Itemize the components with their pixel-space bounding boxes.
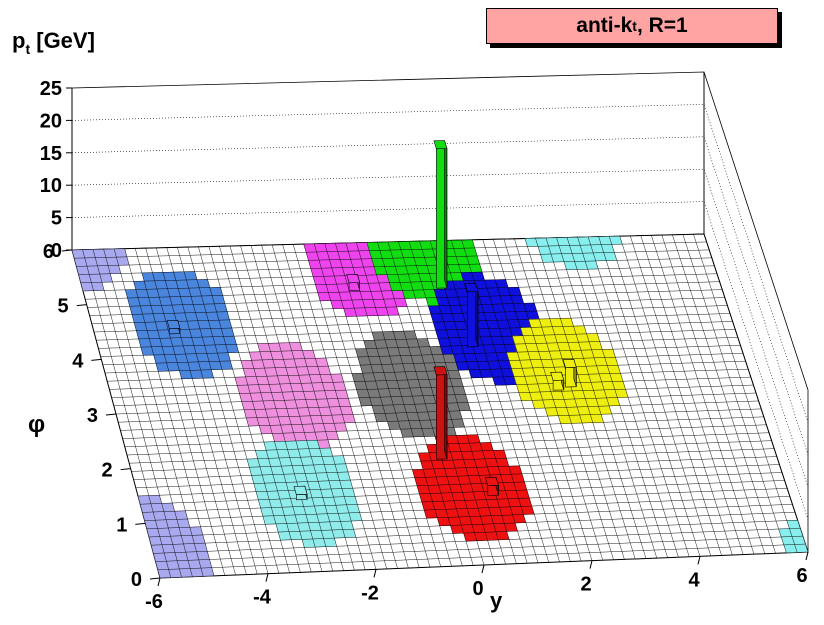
pt-tower (433, 140, 448, 289)
floor-gridline (89, 297, 725, 316)
x-axis-label: y (490, 588, 503, 613)
chart-title: anti-k t, R=1 (486, 8, 778, 44)
floor-gridline (74, 241, 707, 259)
floor-gridline (137, 472, 783, 497)
x-tick-label: 2 (580, 574, 591, 596)
pt-tower (550, 371, 565, 391)
floor-gridline (71, 233, 705, 251)
x-tick-label: 6 (796, 565, 807, 587)
y-tick-label: 6 (43, 241, 54, 263)
pt-tower (293, 485, 308, 501)
floor-gridline (80, 265, 715, 284)
floor-gridline (111, 376, 751, 398)
y-tick-label: 4 (72, 350, 84, 372)
floor-gridline (148, 512, 796, 538)
y-tick-label: 3 (87, 405, 98, 427)
axis-labels: pt [GeV] φ y (12, 28, 503, 613)
floor-gridline (98, 329, 736, 349)
pt-towers (166, 140, 577, 501)
floor-gridline (133, 456, 777, 480)
jet-area (137, 494, 215, 579)
floor-gridline (151, 519, 798, 546)
floor-gridline (144, 496, 790, 521)
floor-gridline (100, 337, 738, 357)
x-tick-label: 4 (688, 569, 700, 591)
floor-gridline (96, 321, 733, 341)
floor-gridline (109, 368, 749, 390)
floor-gridline (157, 543, 806, 571)
y-tick-label: 1 (116, 514, 127, 536)
pt-tower (166, 319, 181, 335)
z-tick-label: 25 (40, 78, 62, 100)
z-gridline (71, 168, 809, 488)
z-gridline (71, 136, 809, 455)
floor-gridline (146, 504, 793, 530)
back-walls (71, 71, 809, 553)
z-gridline (71, 201, 809, 520)
z-tick-label: 0 (51, 240, 62, 262)
x-tick-label: -2 (361, 582, 379, 604)
floor-gridline (91, 305, 728, 325)
floor-gridline (104, 353, 744, 374)
floor-gridline (107, 360, 746, 382)
z-tick-label: 20 (40, 110, 62, 132)
x-tick-label: 0 (472, 578, 483, 600)
floor-gridline (102, 345, 741, 366)
pt-tower (485, 476, 499, 496)
floor-gridline (135, 464, 780, 489)
floor-gridline (129, 440, 772, 464)
z-tick-label: 10 (40, 175, 62, 197)
pt-tower (464, 283, 479, 348)
x-tick-label: -6 (145, 591, 163, 613)
z-tick-label: 5 (51, 208, 62, 230)
jet-area (246, 439, 363, 548)
floor-gridline (131, 448, 775, 472)
floor-gridline (142, 488, 788, 513)
jet-area (778, 519, 809, 554)
floor-gridline (153, 527, 801, 554)
y-axis-label: φ (28, 411, 45, 438)
y-tick-label: 0 (131, 569, 142, 591)
floor-gridline (126, 432, 770, 456)
y-tick-label: 5 (58, 296, 69, 318)
pt-tower (346, 274, 361, 291)
x-tick-label: -4 (253, 587, 272, 609)
z-axis-label: pt [GeV] (12, 28, 95, 57)
floor-gridline (140, 480, 785, 505)
y-tick-label: 2 (102, 460, 113, 482)
floor-gridline (78, 257, 712, 275)
pt-tower (433, 366, 448, 460)
floor-gridline (85, 281, 720, 300)
jet-area (524, 235, 623, 271)
pt-tower (562, 358, 577, 388)
z-gridline (71, 104, 809, 423)
floor-gridline (87, 289, 723, 308)
z-tick-label: 15 (40, 143, 62, 165)
back-wall (71, 71, 705, 251)
floor-gridline (113, 384, 754, 407)
floor-gridline (82, 273, 718, 292)
jet-area (303, 241, 416, 317)
jet-area (71, 248, 130, 292)
floor-gridline (76, 249, 710, 267)
floor-gridline (155, 535, 803, 562)
floor-gridline (93, 313, 731, 333)
